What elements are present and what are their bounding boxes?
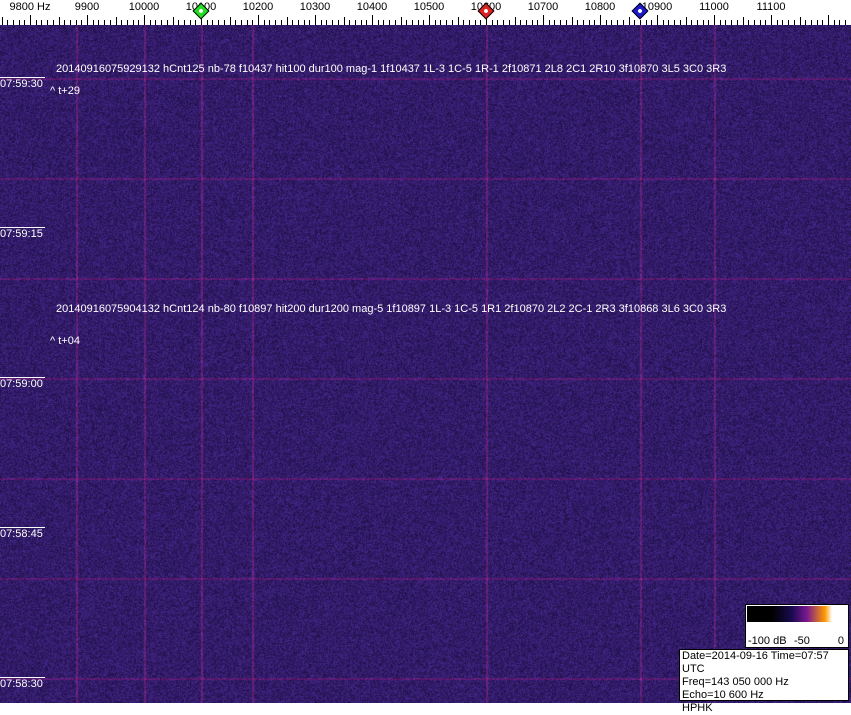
info-box: Date=2014-09-16 Time=07:57 UTC Freq=143 … (679, 649, 849, 701)
frequency-tick-label: 10800 (585, 1, 616, 13)
frequency-tick (714, 15, 715, 25)
frequency-tick (315, 15, 316, 25)
colorbar-gradient (747, 606, 847, 622)
frequency-tick (515, 17, 516, 25)
frequency-tick (800, 17, 801, 25)
frequency-tick-label: 9800 Hz (10, 1, 51, 13)
info-echo: Echo=10 600 Hz (682, 689, 848, 702)
info-station: HPHK (682, 702, 848, 715)
frequency-tick-label: 10500 (414, 1, 445, 13)
frequency-axis: 9800 Hz990010000101001020010300104001050… (0, 0, 851, 25)
time-tick-label: 07:58:30 (0, 677, 45, 690)
frequency-tick-label: 10400 (357, 1, 388, 13)
time-tick-label: 07:59:00 (0, 377, 45, 390)
detection-offset-2: ^ t+04 (50, 335, 80, 347)
frequency-tick (572, 17, 573, 25)
detection-label-2: 20140916075904132 hCnt124 nb-80 f10897 h… (56, 303, 726, 315)
frequency-tick (258, 15, 259, 25)
frequency-tick (543, 15, 544, 25)
frequency-tick-label: 9900 (75, 1, 99, 13)
frequency-tick (372, 15, 373, 25)
info-frequency: Freq=143 050 000 Hz (682, 676, 848, 689)
frequency-tick-label: 10700 (528, 1, 559, 13)
colorbar-label: -50 (794, 635, 810, 647)
frequency-tick (828, 15, 829, 25)
frequency-tick-label: 10300 (300, 1, 331, 13)
detection-offset-1: ^ t+29 (50, 85, 80, 97)
frequency-tick (173, 17, 174, 25)
frequency-tick (600, 15, 601, 25)
frequency-tick (287, 17, 288, 25)
frequency-tick-label: 10200 (243, 1, 274, 13)
time-tick-label: 07:59:30 (0, 77, 45, 90)
frequency-tick (458, 17, 459, 25)
frequency-tick (144, 15, 145, 25)
frequency-tick (771, 15, 772, 25)
frequency-tick (629, 17, 630, 25)
colorbar-label: 0 (838, 635, 844, 647)
frequency-tick-label: 10000 (129, 1, 160, 13)
frequency-tick (116, 17, 117, 25)
frequency-tick-label: 11100 (757, 1, 786, 13)
frequency-tick (59, 17, 60, 25)
frequency-tick (686, 17, 687, 25)
frequency-tick (30, 15, 31, 25)
frequency-tick (401, 17, 402, 25)
time-tick-label: 07:59:15 (0, 227, 45, 240)
frequency-tick (657, 15, 658, 25)
frequency-tick (429, 15, 430, 25)
detection-label-1: 20140916075929132 hCnt125 nb-78 f10437 h… (56, 63, 726, 75)
frequency-tick (230, 17, 231, 25)
frequency-tick (344, 17, 345, 25)
colorbar-label: -100 dB (748, 635, 787, 647)
frequency-tick (2, 17, 3, 25)
frequency-tick (743, 17, 744, 25)
frequency-tick (87, 15, 88, 25)
frequency-tick-label: 11000 (699, 1, 729, 13)
spectrogram-canvas[interactable] (0, 25, 851, 703)
info-date-time: Date=2014-09-16 Time=07:57 UTC (682, 650, 848, 676)
time-tick-label: 07:58:45 (0, 527, 45, 540)
colorbar-legend: -100 dB -50 0 (745, 604, 849, 648)
